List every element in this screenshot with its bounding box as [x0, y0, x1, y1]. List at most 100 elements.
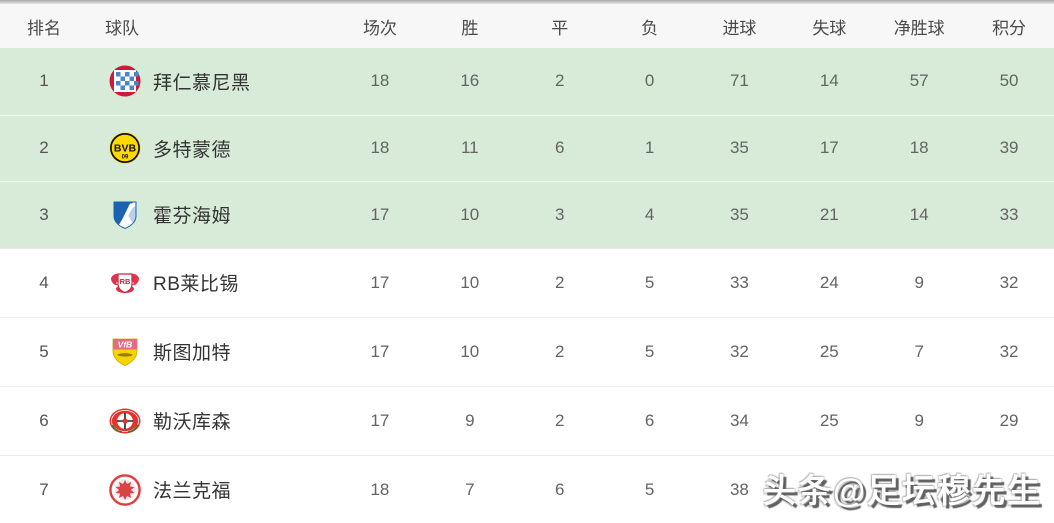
gd-cell: 9	[914, 272, 924, 292]
loss-cell: 0	[644, 71, 655, 91]
played-cell: 18	[370, 479, 390, 499]
pts-cell: 29	[999, 410, 1019, 430]
team-cell: RB RB莱比锡	[88, 267, 335, 299]
team-logo-stuttgart: VfB	[109, 336, 141, 368]
rank-cell: 6	[39, 410, 49, 430]
win-cell: 10	[460, 272, 480, 292]
team-cell: VfB 斯图加特	[88, 336, 335, 368]
team-name: RB莱比锡	[153, 274, 239, 295]
svg-text:RB: RB	[120, 277, 131, 286]
team-logo-dortmund: BVB 09	[109, 132, 141, 164]
rank-cell: 1	[39, 71, 49, 91]
header-loss: 负	[641, 18, 659, 38]
draw-cell: 2	[554, 410, 565, 430]
win-cell: 10	[460, 204, 480, 224]
gd-cell: 9	[914, 410, 924, 430]
top-edge-divider	[0, 0, 1054, 4]
pts-cell: 33	[999, 204, 1019, 224]
header-gd: 净胜球	[893, 18, 945, 38]
gf-cell: 33	[729, 272, 749, 292]
rank-cell: 4	[39, 272, 49, 292]
win-cell: 10	[460, 341, 480, 361]
header-rank: 排名	[27, 18, 61, 38]
team-logo-hoffenheim	[109, 199, 141, 231]
header-pts: 积分	[992, 18, 1027, 38]
pts-cell: 32	[999, 341, 1019, 361]
gd-cell: 18	[909, 138, 929, 158]
played-cell: 18	[370, 138, 390, 158]
gd-cell: 14	[909, 204, 929, 224]
table-row[interactable]: 2 BVB 09 多特蒙德 18 11 6 1 35 17 18 39	[0, 114, 1054, 181]
svg-text:BVB: BVB	[114, 143, 137, 155]
header-gf: 进球	[722, 18, 757, 38]
ga-cell: 21	[819, 204, 839, 224]
team-name: 法兰克福	[153, 481, 232, 502]
loss-cell: 4	[644, 204, 655, 224]
table-row[interactable]: 4 RB RB莱比锡 17 10 2 5 33 24 9 32	[0, 247, 1054, 317]
gf-cell: 38	[729, 479, 749, 499]
played-cell: 17	[370, 410, 390, 430]
win-cell: 7	[465, 479, 475, 499]
played-cell: 17	[370, 272, 390, 292]
team-cell: 霍芬海姆	[88, 199, 335, 231]
team-cell: 勒沃库森	[88, 405, 335, 437]
team-name: 拜仁慕尼黑	[153, 72, 251, 94]
draw-cell: 6	[554, 479, 565, 499]
gf-cell: 35	[729, 138, 749, 158]
team-cell: 拜仁慕尼黑	[88, 65, 335, 97]
header-row: 排名 球队 场次 胜 平 负 进球 失球 净胜球 积分	[0, 4, 1054, 48]
header-team: 球队	[105, 18, 139, 38]
team-name: 斯图加特	[153, 343, 232, 364]
ga-cell: 25	[819, 410, 839, 430]
played-cell: 17	[370, 341, 390, 361]
table-row[interactable]: 3 霍芬海姆 17 10 3 4 35 21 14 33	[0, 181, 1054, 248]
gf-cell: 71	[729, 71, 749, 91]
svg-text:VfB: VfB	[118, 339, 133, 349]
rank-cell: 2	[39, 138, 49, 158]
draw-cell: 2	[554, 341, 565, 361]
table-row[interactable]: 7 法兰克福 18 7 6 5 38	[0, 454, 1054, 523]
team-logo-frankfurt	[109, 473, 141, 506]
gf-cell: 35	[729, 204, 749, 224]
gd-cell: 57	[909, 71, 929, 91]
played-cell: 18	[370, 71, 390, 91]
table-row[interactable]: 6 勒沃库森 17 9 2 6 34 25 9 29	[0, 385, 1054, 455]
table-body: 1 拜仁慕尼黑 18 16 2 0 71 14 57 50 2 BVB 09 多特蒙德 18 11 6 1 35 17…	[0, 48, 1054, 523]
gf-cell: 32	[729, 341, 749, 361]
played-cell: 17	[370, 204, 390, 224]
loss-cell: 5	[644, 272, 655, 292]
gd-cell: 7	[914, 341, 924, 361]
draw-cell: 3	[554, 204, 565, 224]
team-logo-leipzig: RB	[109, 267, 141, 299]
loss-cell: 6	[644, 410, 655, 430]
pts-cell: 32	[999, 272, 1019, 292]
table-row[interactable]: 5 VfB 斯图加特 17 10 2 5 32 25 7 32	[0, 316, 1054, 386]
header-win: 胜	[461, 18, 479, 38]
draw-cell: 2	[554, 71, 565, 91]
team-name: 霍芬海姆	[153, 206, 232, 228]
header-ga: 失球	[812, 18, 847, 38]
svg-text:09: 09	[122, 155, 129, 161]
gf-cell: 34	[729, 410, 749, 430]
team-name: 多特蒙德	[153, 139, 232, 161]
team-logo-bayern	[109, 65, 141, 97]
ga-cell: 17	[819, 138, 839, 158]
ga-cell: 24	[819, 272, 839, 292]
team-logo-leverkusen	[109, 405, 141, 437]
win-cell: 9	[465, 410, 475, 430]
ga-cell: 25	[819, 341, 839, 361]
draw-cell: 6	[554, 138, 565, 158]
team-cell: 法兰克福	[88, 473, 335, 506]
loss-cell: 5	[644, 341, 655, 361]
table-row[interactable]: 1 拜仁慕尼黑 18 16 2 0 71 14 57 50	[0, 48, 1054, 115]
pts-cell: 39	[999, 138, 1019, 158]
team-name: 勒沃库森	[153, 412, 232, 433]
watermark-toutiao: 头条@足坛穆先生	[762, 472, 1042, 509]
win-cell: 16	[460, 71, 480, 91]
header-played: 场次	[362, 18, 397, 38]
pts-cell: 50	[999, 71, 1019, 91]
rank-cell: 5	[39, 341, 49, 361]
team-cell: BVB 09 多特蒙德	[88, 132, 335, 164]
rank-cell: 3	[39, 204, 49, 224]
